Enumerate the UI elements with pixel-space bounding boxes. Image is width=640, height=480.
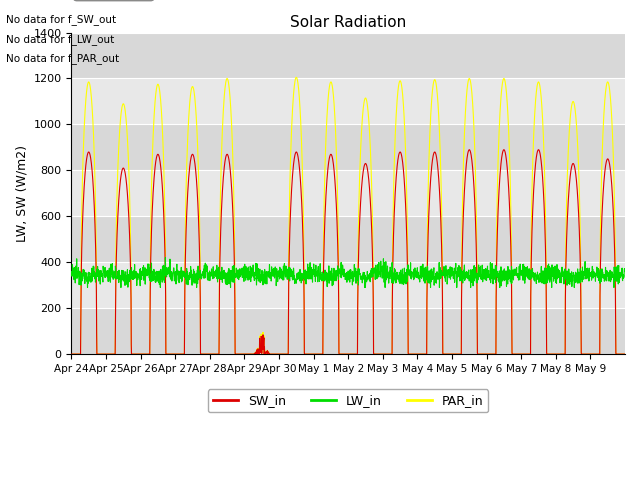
Title: Solar Radiation: Solar Radiation <box>290 15 406 30</box>
Bar <box>72 262 625 308</box>
Y-axis label: LW, SW (W/m2): LW, SW (W/m2) <box>15 145 28 242</box>
Bar <box>72 308 625 354</box>
Text: No data for f_SW_out: No data for f_SW_out <box>6 14 116 25</box>
Bar <box>72 79 625 124</box>
Text: No data for f_LW_out: No data for f_LW_out <box>6 34 115 45</box>
Legend: SW_in, LW_in, PAR_in: SW_in, LW_in, PAR_in <box>208 389 488 412</box>
Text: No data for f_PAR_out: No data for f_PAR_out <box>6 53 120 64</box>
Bar <box>72 124 625 170</box>
Bar <box>72 33 625 79</box>
Bar <box>72 216 625 262</box>
Bar <box>72 170 625 216</box>
